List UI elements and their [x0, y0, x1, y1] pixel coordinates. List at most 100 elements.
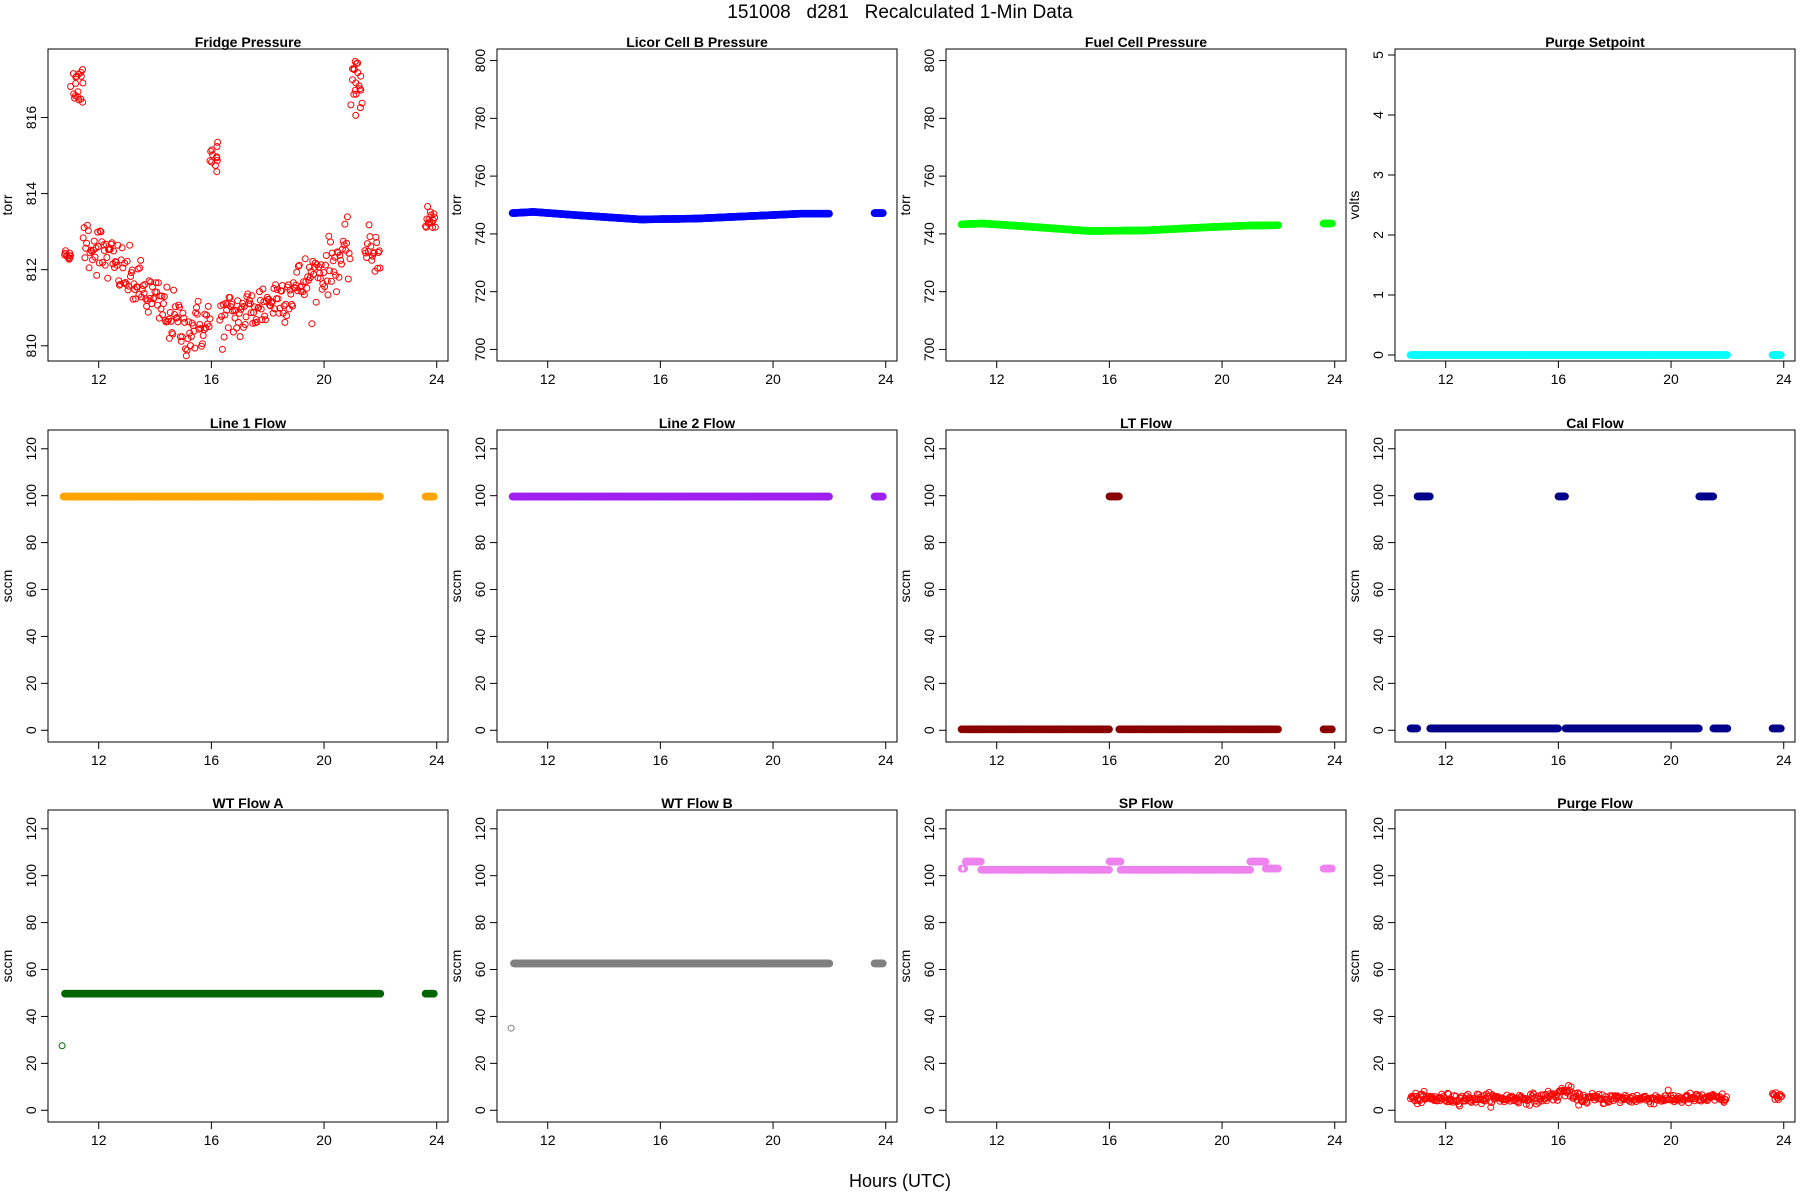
y-tick-label: 700 — [472, 338, 488, 362]
y-tick-label: 800 — [472, 49, 488, 73]
y-tick-label: 100 — [472, 484, 488, 508]
y-tick-label: 80 — [23, 915, 39, 931]
y-tick-label: 816 — [23, 106, 39, 130]
data-point — [166, 309, 174, 316]
data-point — [170, 286, 178, 294]
data-point — [357, 72, 365, 80]
x-tick-label: 16 — [1102, 371, 1118, 387]
x-tick-label: 20 — [765, 752, 781, 768]
data-point — [231, 314, 239, 322]
x-tick-label: 12 — [989, 752, 1005, 768]
data-point — [228, 300, 236, 308]
data-point — [163, 283, 171, 291]
panel-title: Fridge Pressure — [195, 34, 302, 50]
y-tick-label: 0 — [1370, 726, 1386, 734]
data-point — [430, 492, 438, 501]
y-tick-label: 0 — [472, 726, 488, 734]
x-tick-label: 12 — [1438, 371, 1454, 387]
data-point — [1709, 492, 1718, 501]
data-point — [300, 291, 308, 299]
data-point — [229, 328, 237, 336]
y-tick-label: 60 — [1370, 582, 1386, 598]
y-tick-label: 720 — [472, 280, 488, 304]
data-point — [62, 247, 69, 255]
data-point — [155, 314, 163, 322]
data-point — [152, 279, 160, 287]
data-point — [205, 323, 213, 331]
y-tick-label: 40 — [921, 628, 937, 644]
data-point — [160, 293, 168, 301]
y-axis-label: sccm — [897, 570, 913, 603]
data-point — [368, 256, 376, 264]
data-point — [160, 300, 167, 308]
data-point — [358, 99, 366, 107]
data-point — [193, 310, 201, 318]
data-point — [430, 210, 438, 218]
data-point — [365, 221, 373, 229]
panel-title: Cal Flow — [1566, 415, 1624, 431]
data-point — [352, 90, 360, 98]
data-point — [202, 324, 210, 332]
y-tick-label: 3 — [1370, 171, 1386, 179]
data-points — [1406, 492, 1785, 733]
x-tick-label: 20 — [1663, 371, 1679, 387]
data-point — [825, 492, 833, 501]
data-point — [144, 308, 152, 316]
y-axis-label: torr — [0, 194, 15, 215]
data-point — [257, 305, 265, 313]
x-tick-label: 24 — [429, 371, 445, 387]
data-point — [124, 286, 132, 294]
data-point — [295, 261, 303, 269]
y-tick-label: 120 — [921, 437, 937, 461]
data-point — [136, 264, 144, 272]
plot-frame — [47, 48, 449, 362]
data-point — [169, 330, 177, 338]
data-point — [214, 138, 222, 146]
data-point — [79, 98, 87, 106]
data-point — [226, 294, 234, 301]
data-point — [1115, 492, 1123, 501]
data-point — [281, 318, 289, 326]
data-point — [104, 274, 112, 282]
y-axis-label: sccm — [0, 950, 15, 983]
data-point — [159, 311, 167, 319]
data-point — [79, 79, 87, 87]
data-point — [338, 260, 345, 268]
y-tick-label: 120 — [23, 817, 39, 841]
data-point — [199, 332, 207, 339]
y-tick-label: 720 — [921, 280, 937, 304]
data-point — [247, 309, 255, 317]
data-point — [352, 79, 360, 87]
data-point — [129, 295, 137, 303]
data-point — [343, 239, 351, 247]
y-tick-label: 0 — [23, 1106, 39, 1114]
data-point — [1328, 725, 1336, 734]
data-point — [300, 278, 307, 286]
plot-frame — [1394, 48, 1796, 362]
y-tick-label: 100 — [921, 484, 937, 508]
data-point — [171, 303, 179, 311]
data-point — [103, 254, 111, 261]
data-point — [301, 255, 309, 263]
y-tick-label: 100 — [1370, 484, 1386, 508]
data-point — [218, 312, 225, 320]
data-point — [165, 334, 173, 342]
x-tick-label: 12 — [1438, 752, 1454, 768]
x-tick-label: 16 — [1551, 371, 1567, 387]
x-tick-label: 24 — [1776, 371, 1792, 387]
data-point — [221, 311, 229, 319]
data-point — [224, 324, 232, 332]
data-point — [1777, 351, 1785, 359]
data-points — [59, 492, 438, 501]
plot-frame — [47, 809, 449, 1123]
data-point — [268, 298, 276, 306]
data-point — [241, 321, 249, 328]
data-point — [134, 265, 142, 273]
data-points — [508, 208, 887, 224]
data-point — [350, 90, 358, 98]
data-point — [376, 264, 384, 272]
data-point — [317, 261, 325, 269]
data-point — [218, 345, 226, 353]
